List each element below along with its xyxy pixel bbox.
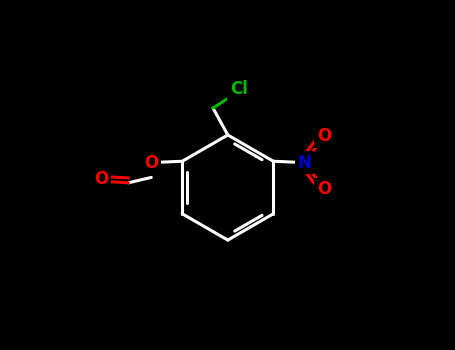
Text: N: N bbox=[298, 154, 311, 172]
Text: O: O bbox=[317, 180, 331, 198]
Text: Cl: Cl bbox=[230, 80, 248, 98]
Text: O: O bbox=[144, 154, 158, 172]
Text: O: O bbox=[94, 170, 109, 188]
Text: O: O bbox=[317, 127, 331, 145]
